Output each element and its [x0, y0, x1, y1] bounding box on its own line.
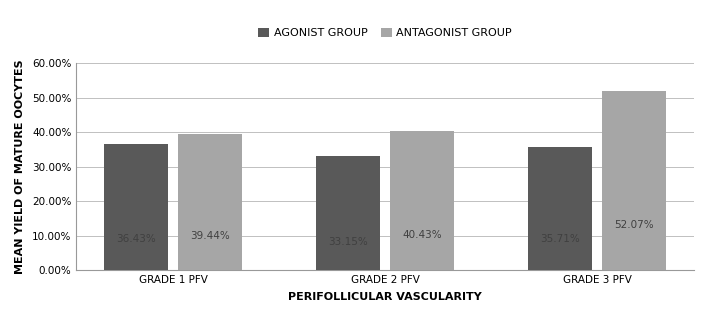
Bar — [104, 145, 168, 270]
Y-axis label: MEAN YIELD OF MATURE OOCYTES: MEAN YIELD OF MATURE OOCYTES — [15, 59, 25, 274]
Text: 35.71%: 35.71% — [540, 234, 580, 244]
Legend: AGONIST GROUP, ANTAGONIST GROUP: AGONIST GROUP, ANTAGONIST GROUP — [254, 23, 516, 42]
X-axis label: PERIFOLLICULAR VASCULARITY: PERIFOLLICULAR VASCULARITY — [289, 292, 482, 302]
Text: 40.43%: 40.43% — [403, 230, 442, 240]
Bar — [391, 131, 454, 270]
Text: 39.44%: 39.44% — [190, 231, 230, 241]
Text: 33.15%: 33.15% — [328, 236, 368, 247]
Bar — [179, 134, 242, 270]
Bar — [528, 147, 592, 270]
Bar — [603, 91, 666, 270]
Bar — [316, 156, 380, 270]
Text: 36.43%: 36.43% — [116, 234, 156, 244]
Text: 52.07%: 52.07% — [614, 220, 654, 230]
